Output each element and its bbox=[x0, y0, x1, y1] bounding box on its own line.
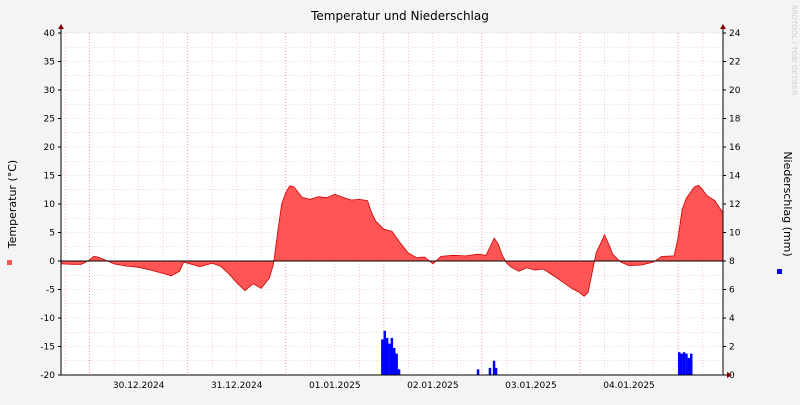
y-right-tick-label: 10 bbox=[729, 229, 741, 239]
precipitation-bar bbox=[690, 353, 693, 375]
x-tick-label: 31.12.2024 bbox=[211, 381, 263, 391]
precipitation-bar bbox=[492, 360, 496, 376]
legend-temperature-swatch bbox=[7, 260, 12, 265]
y-right-tick-label: 20 bbox=[729, 86, 741, 96]
temperature-area bbox=[61, 185, 723, 297]
y-right-tick-label: 6 bbox=[729, 286, 735, 296]
watermark: RRDTOOL / TOBI OETIKER bbox=[790, 5, 798, 95]
temperature-line bbox=[60, 184, 724, 297]
y-right-tick-label: 8 bbox=[729, 257, 735, 267]
x-tick-label: 03.01.2025 bbox=[505, 381, 557, 391]
legend-precipitation-swatch bbox=[777, 269, 782, 274]
precipitation-bar bbox=[678, 352, 681, 375]
y-left-tick-label: -15 bbox=[40, 343, 55, 353]
precipitation-bar bbox=[390, 337, 394, 375]
x-tick-label: 02.01.2025 bbox=[407, 381, 459, 391]
precipitation-series bbox=[381, 330, 693, 376]
y-left-arrow bbox=[58, 24, 64, 29]
y-axis-left-label: Temperatur (°C) bbox=[6, 160, 19, 249]
y-left-tick-label: 40 bbox=[44, 29, 56, 39]
grid bbox=[61, 32, 723, 376]
x-tick-label: 30.12.2024 bbox=[113, 381, 165, 391]
y-axis-right-label: Niederschlag (mm) bbox=[781, 151, 794, 256]
x-tick-label: 01.01.2025 bbox=[309, 381, 361, 391]
precipitation-bar bbox=[494, 367, 498, 375]
y-left-tick-label: -5 bbox=[46, 286, 55, 296]
precipitation-bar bbox=[388, 343, 391, 375]
y-right-tick-label: 18 bbox=[729, 115, 741, 125]
y-right-tick-label: 2 bbox=[729, 343, 735, 353]
precipitation-bar bbox=[680, 353, 683, 375]
y-left-tick-label: -10 bbox=[40, 314, 55, 324]
precipitation-bar bbox=[393, 347, 396, 375]
y-left-tick-label: 15 bbox=[44, 172, 55, 182]
y-left-tick-label: -20 bbox=[40, 371, 55, 381]
y-left-tick-label: 5 bbox=[49, 229, 55, 239]
y-left-tick-label: 25 bbox=[44, 115, 55, 125]
precipitation-bar bbox=[381, 339, 384, 375]
temperature-series bbox=[60, 184, 724, 297]
y-left-tick-label: 0 bbox=[49, 257, 55, 267]
y-right-tick-label: 16 bbox=[729, 143, 741, 153]
chart-title: Temperatur und Niederschlag bbox=[310, 9, 489, 23]
axes: -20-15-10-505101520253035400246810121416… bbox=[40, 24, 741, 391]
precipitation-bar bbox=[488, 367, 492, 375]
precipitation-bar bbox=[687, 357, 691, 375]
x-axis-arrow bbox=[727, 372, 732, 378]
y-left-tick-label: 20 bbox=[44, 143, 56, 153]
y-right-tick-label: 14 bbox=[729, 172, 741, 182]
x-tick-label: 04.01.2025 bbox=[603, 381, 655, 391]
precipitation-bar bbox=[397, 369, 401, 375]
precipitation-bar bbox=[476, 369, 480, 375]
precipitation-bar bbox=[682, 352, 686, 375]
precipitation-bar bbox=[385, 337, 389, 375]
precipitation-bar bbox=[383, 330, 386, 375]
y-right-arrow bbox=[720, 24, 726, 29]
y-right-tick-label: 12 bbox=[729, 200, 740, 210]
precipitation-bar bbox=[395, 353, 398, 375]
y-right-tick-label: 0 bbox=[729, 371, 735, 381]
y-left-tick-label: 30 bbox=[44, 86, 56, 96]
precipitation-bar bbox=[685, 353, 688, 375]
y-left-tick-label: 10 bbox=[44, 200, 56, 210]
y-right-tick-label: 22 bbox=[729, 58, 740, 68]
y-left-tick-label: 35 bbox=[44, 58, 55, 68]
y-right-tick-label: 4 bbox=[729, 314, 735, 324]
y-right-tick-label: 24 bbox=[729, 29, 741, 39]
